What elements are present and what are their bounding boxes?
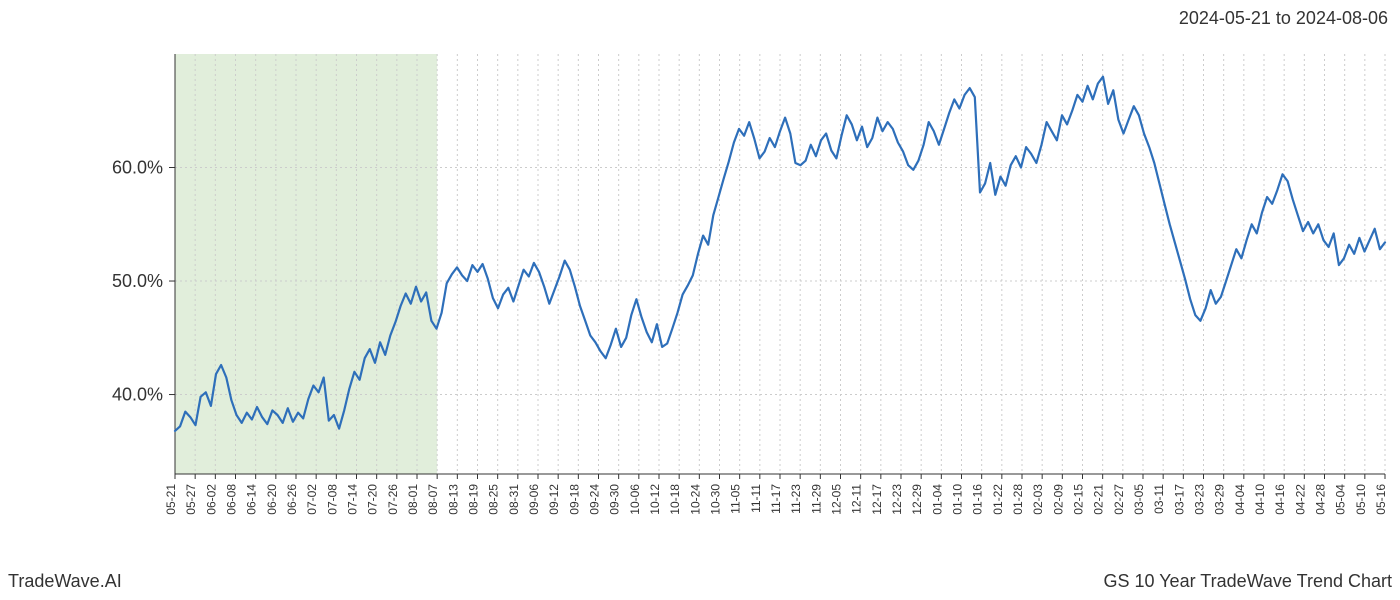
x-tick-label: 12-11 [850,484,864,514]
x-tick-label: 06-20 [265,484,279,515]
x-tick-label: 05-16 [1374,484,1388,515]
x-tick-label: 02-09 [1051,484,1065,515]
x-tick-label: 10-12 [648,484,662,515]
x-tick-label: 09-24 [588,484,602,515]
x-tick-label: 11-11 [749,484,763,513]
x-tick-label: 12-23 [890,484,904,515]
x-tick-label: 08-25 [487,484,501,515]
x-tick-label: 04-28 [1314,484,1328,515]
chart-area: 40.0% 50.0% 60.0% 05-21 05-27 06-02 06-08 06-14… [0,40,1400,540]
date-range-label: 2024-05-21 to 2024-08-06 [1179,8,1388,29]
x-tick-label: 12-29 [910,484,924,515]
x-tick-label: 03-17 [1172,484,1186,515]
x-tick-label: 06-02 [204,484,218,515]
x-tick-label: 02-03 [1031,484,1045,515]
x-tick-label: 04-22 [1293,484,1307,515]
x-tick-label: 06-26 [285,484,299,515]
x-tick-label: 04-10 [1253,484,1267,515]
x-tick-label: 10-24 [688,484,702,515]
x-tick-label: 09-12 [547,484,561,515]
x-tick-label: 03-05 [1132,484,1146,515]
x-tick-label: 12-05 [830,484,844,515]
x-tick-label: 06-08 [225,484,239,515]
x-tick-label: 04-04 [1233,484,1247,515]
x-tick-label: 03-11 [1152,484,1166,514]
x-tick-label: 01-16 [971,484,985,515]
x-tick-label: 08-07 [426,484,440,515]
x-tick-label: 11-05 [729,484,743,514]
x-tick-label: 10-18 [668,484,682,515]
x-tick-label: 04-16 [1273,484,1287,515]
x-tick-label: 09-06 [527,484,541,515]
x-tick-label: 08-01 [406,484,420,515]
y-tick-label: 40.0% [112,385,163,405]
x-tick-label: 09-18 [567,484,581,515]
x-tick-label: 01-04 [930,484,944,515]
x-tick-label: 07-20 [366,484,380,515]
x-tick-label: 06-14 [245,484,259,515]
x-tick-label: 10-30 [709,484,723,515]
y-tick-label: 60.0% [112,158,163,178]
x-tick-label: 08-31 [507,484,521,515]
x-tick-label: 01-28 [1011,484,1025,515]
x-tick-label: 10-06 [628,484,642,515]
x-tick-label: 02-15 [1072,484,1086,515]
x-tick-label: 07-02 [305,484,319,515]
x-tick-label: 07-14 [346,484,360,515]
x-tick-label: 11-17 [769,484,783,514]
x-tick-label: 07-26 [386,484,400,515]
x-tick-label: 11-29 [809,484,823,514]
footer-brand: TradeWave.AI [8,571,122,592]
x-tick-label: 11-23 [789,484,803,514]
x-tick-label: 05-27 [184,484,198,515]
x-tick-label: 07-08 [325,484,339,515]
x-tick-label: 12-17 [870,484,884,515]
x-tick-label: 01-10 [951,484,965,515]
x-tick-label: 08-13 [446,484,460,515]
x-tick-label: 05-10 [1354,484,1368,515]
y-tick-label: 50.0% [112,271,163,291]
chart-container: 2024-05-21 to 2024-08-06 40.0% 50.0% 60.0%… [0,0,1400,600]
footer-title: GS 10 Year TradeWave Trend Chart [1104,571,1393,592]
line-chart-svg: 40.0% 50.0% 60.0% 05-21 05-27 06-02 06-08 06-14… [0,40,1400,540]
x-tick-label: 09-30 [608,484,622,515]
x-tick-label: 02-27 [1112,484,1126,515]
x-tick-label: 05-21 [164,484,178,515]
x-tick-label: 03-23 [1193,484,1207,515]
x-tick-label: 02-21 [1092,484,1106,515]
x-tick-label: 08-19 [467,484,481,515]
x-tick-label: 03-29 [1213,484,1227,515]
x-tick-label: 01-22 [991,484,1005,515]
x-tick-label: 05-04 [1334,484,1348,515]
